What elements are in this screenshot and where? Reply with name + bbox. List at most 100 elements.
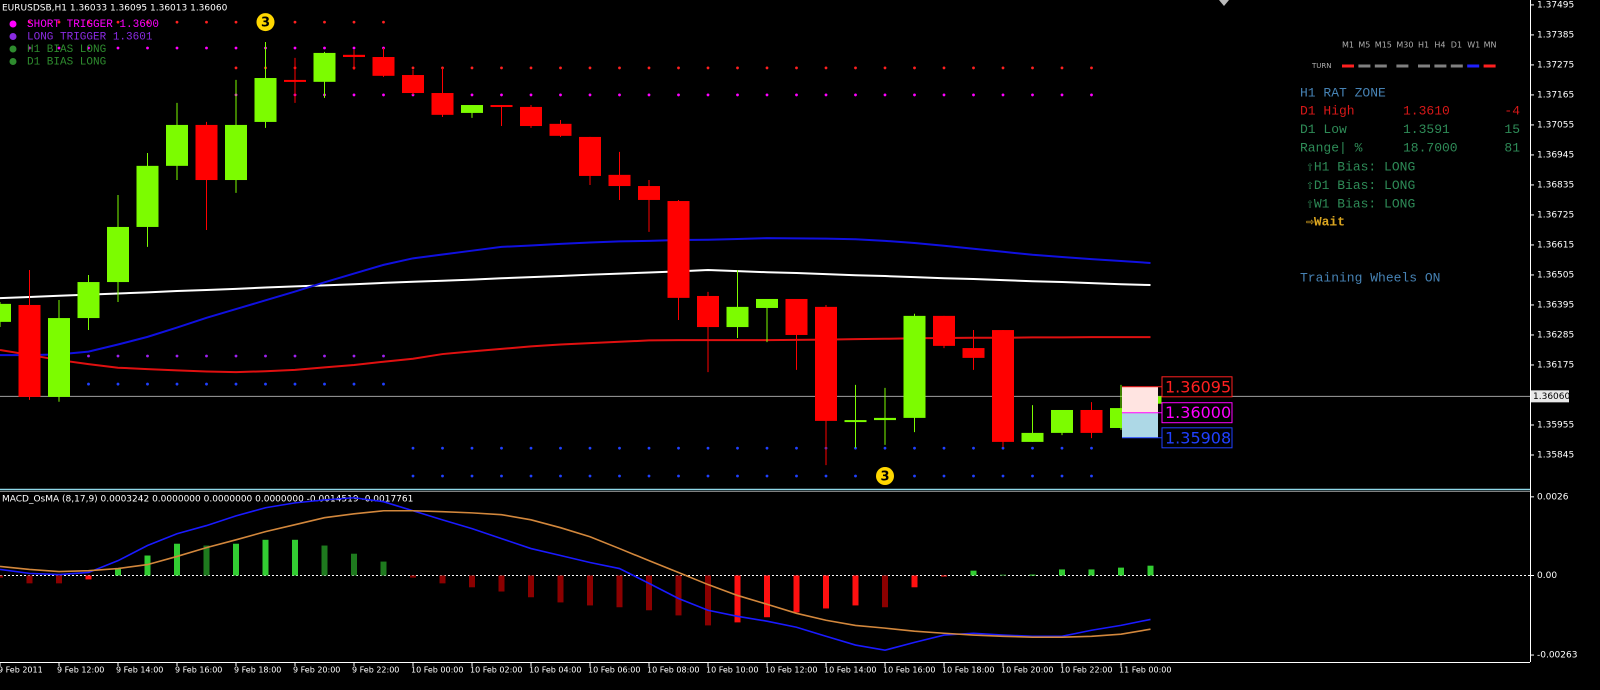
signal-marker-label: 3 (880, 469, 889, 484)
panel-cell: D1 High (1300, 103, 1355, 118)
candle-body (844, 420, 867, 423)
level-dot (28, 46, 31, 50)
x-tick-label: 11 Feb 00:00 (1119, 666, 1171, 675)
level-dot (293, 20, 297, 24)
timeframe-label: M1 (1342, 41, 1354, 50)
panel-title: H1 RAT ZONE (1300, 85, 1386, 100)
histogram-bar (793, 575, 800, 613)
level-dot (1031, 93, 1034, 97)
level-dot (529, 66, 533, 70)
price-tag-label: 1.36095 (1165, 377, 1231, 396)
histogram-bar (262, 539, 269, 576)
y-tick-label: 1.36835 (1537, 180, 1574, 190)
histogram-bar (764, 575, 770, 618)
candle-body (756, 298, 778, 308)
x-tick-label: 9 Feb 2011 (0, 666, 43, 675)
level-dot (500, 446, 503, 450)
panel-cell: 1.3610 (1403, 103, 1450, 118)
level-dot (854, 474, 857, 478)
candle-body (254, 78, 277, 122)
price-zone (1122, 412, 1158, 438)
candle-body (284, 79, 306, 82)
level-dot (441, 446, 444, 450)
y-tick-label: 1.36285 (1537, 330, 1574, 340)
level-dot (264, 382, 267, 386)
price-tag-label: 1.36000 (1165, 403, 1231, 422)
level-dot (234, 46, 238, 50)
level-dot (1001, 66, 1005, 70)
level-dot (1060, 93, 1064, 97)
y-tick-label: 1.36945 (1537, 150, 1574, 160)
price-tag-box (1161, 376, 1233, 398)
level-dot (470, 93, 474, 97)
price-tag-label: 1.35908 (1165, 428, 1231, 447)
level-dot (765, 474, 769, 478)
histogram-bar (410, 575, 416, 578)
timeframe-label: W1 (1467, 41, 1480, 50)
candle-body (874, 417, 896, 421)
level-dot (116, 382, 120, 386)
level-dot (87, 20, 90, 24)
level-dot (234, 382, 238, 386)
candle-body (48, 318, 70, 397)
x-tick-label: 9 Feb 14:00 (116, 666, 163, 675)
level-dot (293, 46, 297, 50)
level-dot (883, 93, 887, 97)
candle-body (343, 54, 365, 58)
level-dot (677, 474, 680, 478)
price-tag-box (1161, 402, 1233, 424)
histogram-bar (646, 575, 652, 611)
candle-body (667, 201, 690, 298)
y-tick-label: 1.36395 (1537, 300, 1574, 310)
level-dot (1031, 474, 1034, 478)
y-tick-label: 1.35955 (1537, 420, 1574, 430)
histogram-bar (1088, 569, 1095, 576)
level-dot (559, 93, 562, 97)
level-dot (736, 446, 739, 450)
level-dot (618, 446, 621, 450)
level-dot (352, 354, 356, 358)
legend-dot (9, 33, 17, 40)
y-tick-label: 0.0026 (1537, 492, 1569, 502)
x-tick-label: 10 Feb 16:00 (883, 666, 935, 675)
level-dot (323, 354, 326, 358)
y-tick-label: 1.36615 (1537, 240, 1574, 250)
level-dot (57, 20, 61, 24)
level-dot (1031, 446, 1034, 450)
x-tick-label: 10 Feb 04:00 (529, 666, 581, 675)
histogram-bar (1118, 567, 1124, 576)
level-dot (441, 474, 444, 478)
timeframe-label: H1 (1418, 41, 1429, 50)
level-dot (205, 20, 208, 24)
level-dot (1060, 474, 1064, 478)
histogram-bar (528, 575, 534, 598)
level-dot (1031, 66, 1034, 70)
candle-body (136, 165, 159, 227)
level-dot (1060, 66, 1064, 70)
indicator-line (0, 509, 1151, 638)
current-price-box (1531, 390, 1569, 403)
legend-dot (9, 45, 17, 53)
level-dot (57, 46, 61, 50)
histogram-bar (56, 575, 62, 584)
histogram-bar (970, 570, 977, 576)
histogram-bar (203, 545, 210, 576)
level-dot (529, 93, 533, 97)
level-dot (116, 46, 120, 50)
level-dot (234, 20, 238, 24)
level-dot (323, 382, 326, 386)
timeframe-label: M30 (1396, 41, 1413, 50)
level-dot (559, 446, 562, 450)
timeframe-label: H4 (1434, 41, 1445, 50)
panel-cell: 18.7000 (1403, 140, 1458, 155)
histogram-bar (380, 561, 387, 576)
level-dot (765, 446, 769, 450)
level-dot (706, 446, 710, 450)
level-dot (588, 66, 592, 70)
level-dot (500, 66, 503, 70)
level-dot (470, 446, 474, 450)
bias-line: ⇧H1 Bias: LONG (1306, 159, 1415, 174)
indicator-line (0, 336, 1151, 374)
y-tick-label: 0.00 (1537, 571, 1557, 581)
